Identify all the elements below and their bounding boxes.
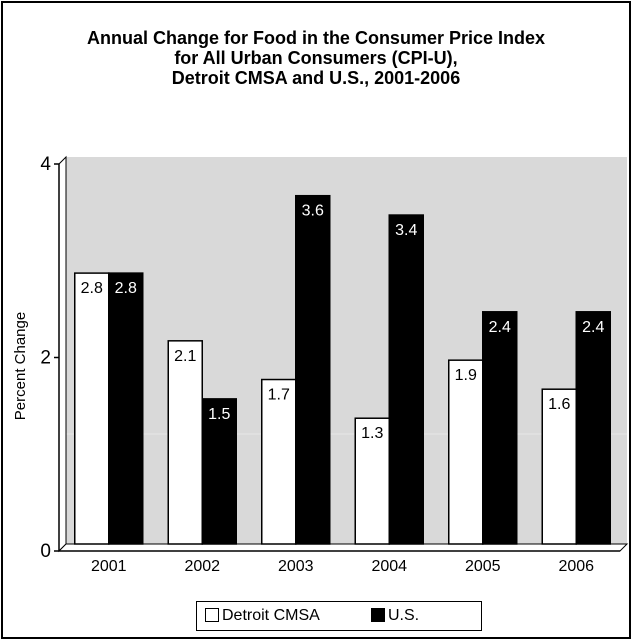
y-tick-label: 4 (40, 154, 51, 175)
bar-detroit (167, 340, 203, 545)
plot-background (66, 157, 627, 544)
y-tick-label: 2 (40, 348, 51, 369)
chart-title-line-2: for All Urban Consumers (CPI-U), (174, 48, 458, 68)
data-label-us: 2.4 (582, 319, 604, 336)
data-label-us: 3.6 (302, 203, 324, 220)
data-label-detroit: 2.8 (81, 280, 103, 297)
bar-detroit (541, 388, 577, 545)
legend-label-detroit: Detroit CMSA (222, 607, 320, 624)
bar-us (295, 194, 331, 545)
bar-detroit (261, 378, 297, 545)
data-label-detroit: 1.6 (548, 396, 570, 413)
x-tick-label: 2002 (184, 558, 220, 575)
data-label-detroit: 2.1 (174, 348, 196, 365)
legend-swatch-detroit (205, 608, 219, 622)
bar-us (575, 311, 611, 545)
x-tick-label: 2005 (465, 558, 501, 575)
legend: Detroit CMSA U.S. (196, 601, 482, 631)
plot-area (57, 155, 629, 553)
data-labels: 2.8 2.8 2.1 1.5 1.7 3.6 1.3 3.4 1.9 2.4 1.6 2.4 (81, 203, 605, 443)
x-tick-label: 2003 (278, 558, 314, 575)
bar-detroit (448, 359, 484, 545)
data-label-us: 2.4 (489, 319, 511, 336)
bar-us (108, 272, 144, 545)
y-axis-label: Percent Change (12, 312, 29, 420)
data-label-detroit: 1.7 (268, 387, 290, 404)
data-label-us: 2.8 (115, 280, 137, 297)
bar-us (388, 214, 424, 545)
bar-us (201, 398, 237, 545)
data-label-detroit: 1.3 (361, 425, 383, 442)
data-label-us: 1.5 (208, 406, 230, 423)
plot-side-wall (58, 155, 67, 553)
legend-label-us: U.S. (388, 607, 420, 624)
data-label-us: 3.4 (395, 222, 417, 239)
legend-item-detroit: Detroit CMSA (205, 606, 320, 626)
x-tick-label: 2004 (371, 558, 407, 575)
legend-swatch-us (371, 608, 385, 622)
axes: 0 2 4 2001 2002 2003 2004 2005 2006 (40, 154, 620, 575)
legend-item-us: U.S. (371, 606, 419, 626)
chart-title-line-1: Annual Change for Food in the Consumer P… (86, 28, 546, 48)
bar-us (482, 311, 518, 545)
plot-floor (57, 543, 629, 552)
bars (74, 194, 611, 545)
x-tick-label: 2006 (558, 558, 594, 575)
data-label-detroit: 1.9 (455, 367, 477, 384)
chart-title: Annual Change for Food in the Consumer P… (0, 28, 632, 88)
bar-detroit (74, 272, 110, 545)
chart-title-line-3: Detroit CMSA and U.S., 2001-2006 (171, 68, 461, 88)
y-tick-label: 0 (40, 541, 51, 562)
x-tick-label: 2001 (91, 558, 127, 575)
